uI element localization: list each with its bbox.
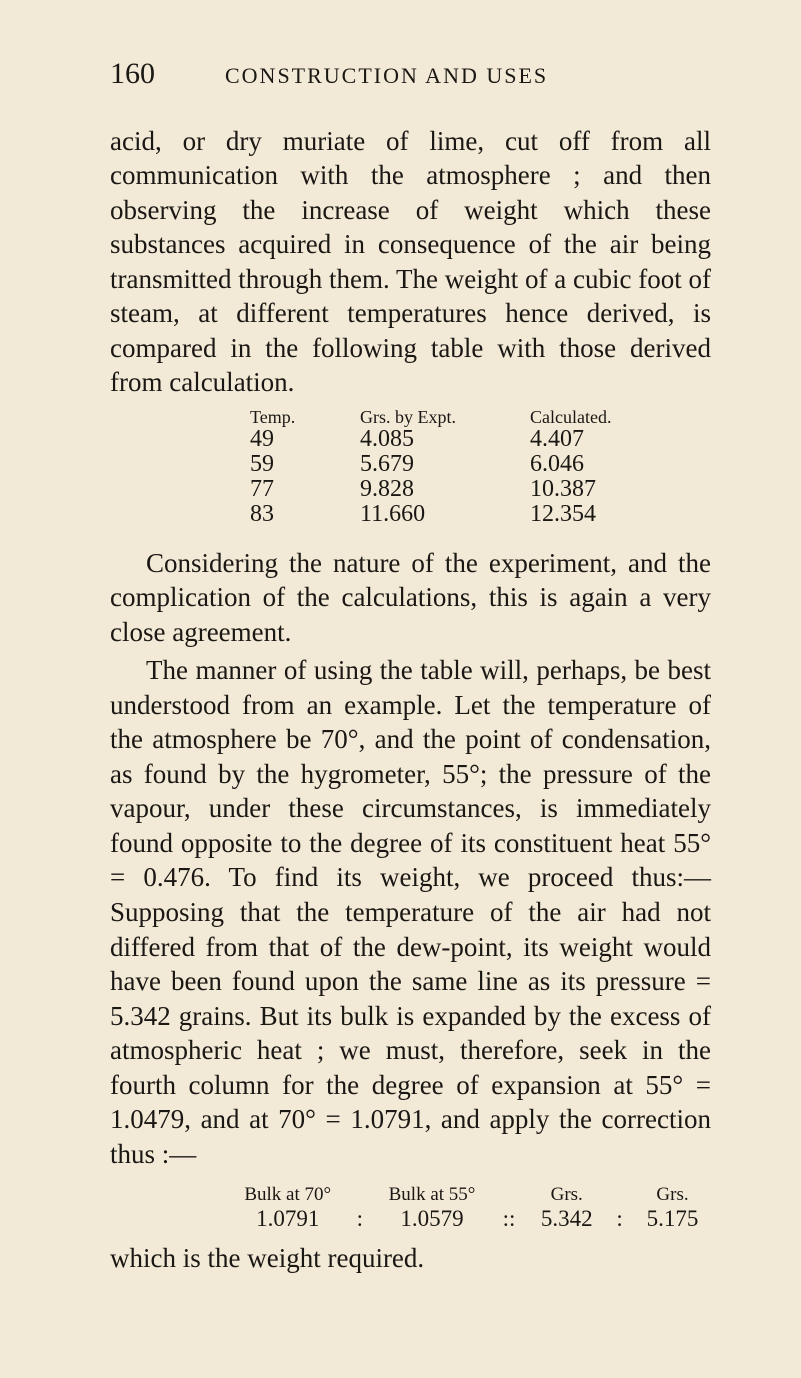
- cell-expt: 9.828: [360, 477, 530, 502]
- page-header: 160 CONSTRUCTION AND USES: [110, 58, 711, 90]
- paragraph-4: which is the weight required.: [110, 1241, 711, 1276]
- cell-expt: 11.660: [360, 502, 530, 527]
- paragraph-1: acid, or dry muriate of lime, cut off fr…: [110, 124, 711, 400]
- ratio-label-bulk70: Bulk at 70°: [230, 1185, 345, 1205]
- table-row: 77 9.828 10.387: [250, 477, 711, 502]
- col-header-expt: Grs. by Expt.: [360, 408, 530, 427]
- ratio-label-grs1: Grs.: [528, 1185, 605, 1205]
- spacer: [345, 1185, 374, 1205]
- ratio-val-4: 5.175: [634, 1207, 711, 1231]
- cell-temp: 59: [250, 452, 360, 477]
- cell-temp: 83: [250, 502, 360, 527]
- paragraph-3: The manner of using the table will, perh…: [110, 653, 711, 1171]
- ratio-header: Bulk at 70° Bulk at 55° Grs. Grs.: [230, 1185, 711, 1205]
- page: 160 CONSTRUCTION AND USES acid, or dry m…: [0, 0, 801, 1378]
- spacer: [605, 1185, 634, 1205]
- paragraph-2: Considering the nature of the experiment…: [110, 546, 711, 650]
- cell-expt: 4.085: [360, 427, 530, 452]
- col-header-temp: Temp.: [250, 408, 360, 427]
- cell-calc: 6.046: [530, 452, 670, 477]
- cell-calc: 4.407: [530, 427, 670, 452]
- page-number: 160: [110, 58, 155, 90]
- table-header-row: Temp. Grs. by Expt. Calculated.: [250, 408, 711, 427]
- ratio-colon-2: :: [605, 1207, 634, 1231]
- ratio-block: Bulk at 70° Bulk at 55° Grs. Grs. 1.0791…: [230, 1185, 711, 1231]
- running-head: CONSTRUCTION AND USES: [225, 64, 548, 87]
- ratio-val-2: 1.0579: [374, 1207, 489, 1231]
- ratio-colon-1: :: [345, 1207, 374, 1231]
- ratio-val-3: 5.342: [528, 1207, 605, 1231]
- cell-calc: 10.387: [530, 477, 670, 502]
- cell-expt: 5.679: [360, 452, 530, 477]
- cell-calc: 12.354: [530, 502, 670, 527]
- steam-table: Temp. Grs. by Expt. Calculated. 49 4.085…: [250, 408, 711, 528]
- ratio-dcolon: ::: [490, 1207, 528, 1231]
- cell-temp: 77: [250, 477, 360, 502]
- table-row: 83 11.660 12.354: [250, 502, 711, 527]
- ratio-values: 1.0791 : 1.0579 :: 5.342 : 5.175: [230, 1207, 711, 1231]
- ratio-val-1: 1.0791: [230, 1207, 345, 1231]
- table-row: 59 5.679 6.046: [250, 452, 711, 477]
- ratio-label-grs2: Grs.: [634, 1185, 711, 1205]
- col-header-calc: Calculated.: [530, 408, 670, 427]
- ratio-label-bulk55: Bulk at 55°: [374, 1185, 489, 1205]
- table-row: 49 4.085 4.407: [250, 427, 711, 452]
- spacer: [490, 1185, 528, 1205]
- cell-temp: 49: [250, 427, 360, 452]
